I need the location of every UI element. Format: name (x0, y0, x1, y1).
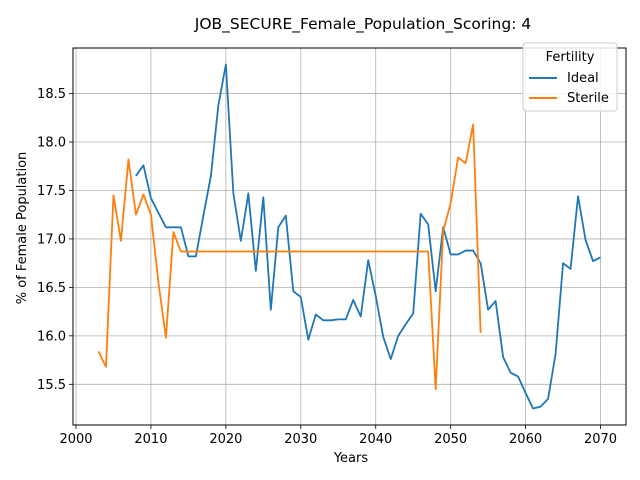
y-tick-label: 16.5 (37, 281, 66, 296)
x-tick-label: 2050 (434, 432, 467, 447)
y-tick-label: 15.5 (37, 378, 66, 393)
x-tick-label: 2060 (509, 432, 542, 447)
legend-entry-sterile: Sterile (567, 91, 609, 106)
y-tick-label: 17.5 (37, 184, 66, 199)
y-tick-label: 18.0 (37, 136, 66, 151)
chart-title: JOB_SECURE_Female_Population_Scoring: 4 (194, 15, 531, 34)
x-tick-label: 2030 (284, 432, 317, 447)
x-tick-label: 2000 (59, 432, 92, 447)
series-layer (97, 63, 601, 410)
x-axis-ticks: 2000 2010 2020 2030 2040 2050 2060 2070 (59, 425, 617, 447)
y-axis-ticks: 15.5 16.0 16.5 17.0 17.5 18.0 18.5 (37, 87, 73, 393)
x-tick-label: 2040 (359, 432, 392, 447)
legend-title: Fertility (546, 50, 595, 65)
plot-area-frame (72, 47, 627, 426)
legend: Fertility Ideal Sterile (522, 42, 618, 112)
y-tick-label: 16.0 (37, 329, 66, 344)
y-axis-label: % of Female Population (15, 152, 30, 305)
legend-box (522, 42, 618, 112)
series-line-ideal (135, 63, 601, 410)
y-tick-label: 17.0 (37, 232, 66, 247)
x-tick-label: 2020 (209, 432, 242, 447)
legend-entry-ideal: Ideal (567, 71, 599, 86)
y-tick-label: 18.5 (37, 87, 66, 102)
x-axis-label: Years (333, 451, 369, 466)
x-tick-label: 2010 (134, 432, 167, 447)
series-line-sterile (97, 123, 482, 391)
grid-lines (73, 48, 626, 425)
x-tick-label: 2070 (584, 432, 617, 447)
